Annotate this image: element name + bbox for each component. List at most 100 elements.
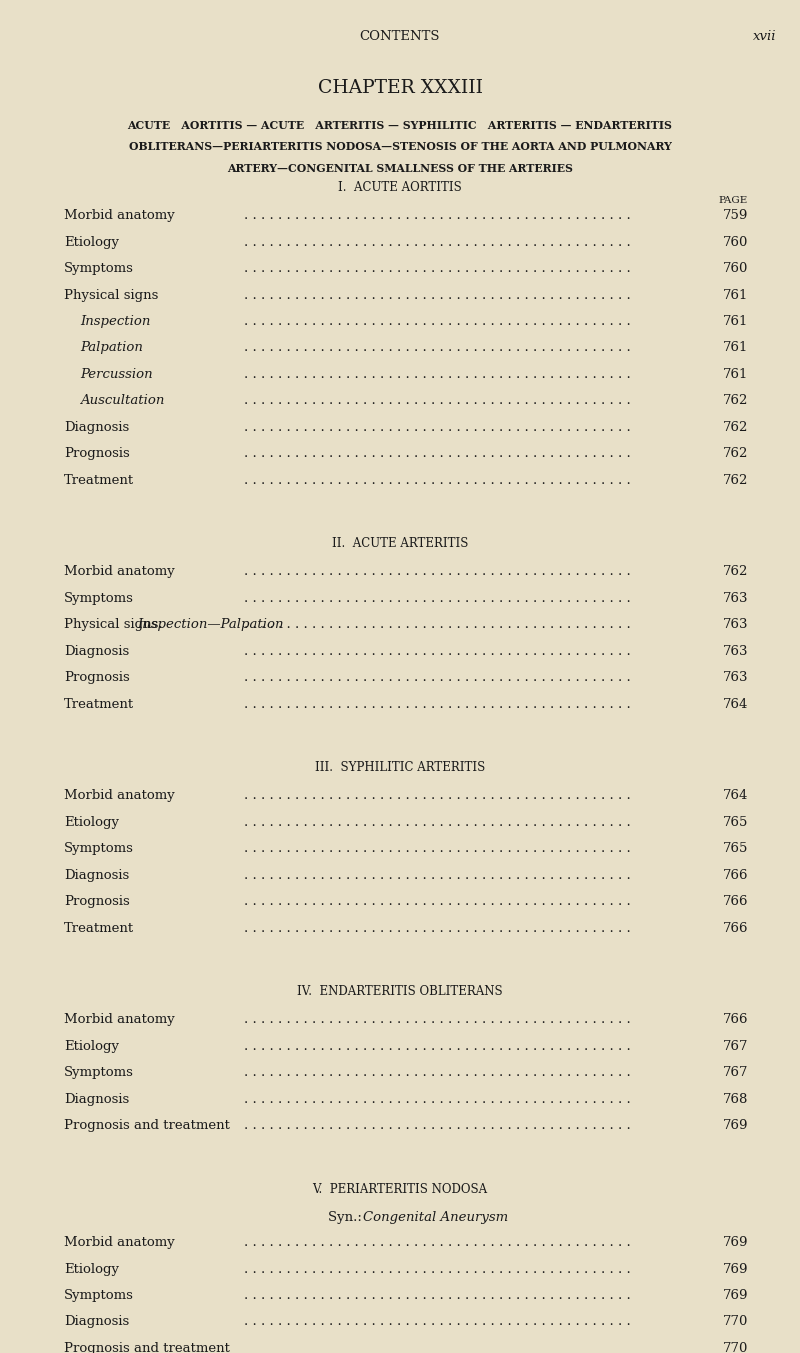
Text: 762: 762 bbox=[722, 446, 748, 460]
Text: . . . . . . . . . . . . . . . . . . . . . . . . . . . . . . . . . . . . . . . . : . . . . . . . . . . . . . . . . . . . . … bbox=[244, 421, 630, 434]
Text: Treatment: Treatment bbox=[64, 698, 134, 710]
Text: 761: 761 bbox=[722, 341, 748, 354]
Text: Percussion: Percussion bbox=[80, 368, 153, 382]
Text: Morbid anatomy: Morbid anatomy bbox=[64, 566, 174, 579]
Text: Treatment: Treatment bbox=[64, 474, 134, 487]
Text: . . . . . . . . . . . . . . . . . . . . . . . . . . . . . . . . . . . . . . . . : . . . . . . . . . . . . . . . . . . . . … bbox=[244, 1119, 630, 1132]
Text: 760: 760 bbox=[722, 262, 748, 275]
Text: Morbid anatomy: Morbid anatomy bbox=[64, 1013, 174, 1027]
Text: 767: 767 bbox=[722, 1066, 748, 1080]
Text: 765: 765 bbox=[722, 843, 748, 855]
Text: . . . . . . . . . . . . . . . . . . . . . . . . . . . . . . . . . . . . . . . . : . . . . . . . . . . . . . . . . . . . . … bbox=[244, 315, 630, 327]
Text: . . . . . . . . . . . . . . . . . . . . . . . . . . . . . . . . . . . . . . . . : . . . . . . . . . . . . . . . . . . . . … bbox=[244, 869, 630, 882]
Text: 762: 762 bbox=[722, 566, 748, 579]
Text: 764: 764 bbox=[722, 790, 748, 802]
Text: Symptoms: Symptoms bbox=[64, 1289, 134, 1302]
Text: . . . . . . . . . . . . . . . . . . . . . . . . . . . . . . . . . . . . . . . . : . . . . . . . . . . . . . . . . . . . . … bbox=[244, 446, 630, 460]
Text: 766: 766 bbox=[722, 921, 748, 935]
Text: . . . . . . . . . . . . . . . . . . . . . . . . . . . . . . . . . . . . . . . . : . . . . . . . . . . . . . . . . . . . . … bbox=[244, 1066, 630, 1080]
Text: . . . . . . . . . . . . . . . . . . . . . . . . . . . . . . . . . . . . . . . . : . . . . . . . . . . . . . . . . . . . . … bbox=[244, 671, 630, 685]
Text: V.  PERIARTERITIS NODOSA: V. PERIARTERITIS NODOSA bbox=[313, 1183, 487, 1196]
Text: I.  ACUTE AORTITIS: I. ACUTE AORTITIS bbox=[338, 181, 462, 195]
Text: 763: 763 bbox=[722, 618, 748, 632]
Text: 766: 766 bbox=[722, 869, 748, 882]
Text: 761: 761 bbox=[722, 315, 748, 327]
Text: 761: 761 bbox=[722, 368, 748, 382]
Text: 769: 769 bbox=[722, 1119, 748, 1132]
Text: . . . . . . . . . . . . . . . . . . . . . . . . . . . . . . . . . . . . . . . . : . . . . . . . . . . . . . . . . . . . . … bbox=[244, 341, 630, 354]
Text: OBLITERANS—PERIARTERITIS NODOSA—STENOSIS OF THE AORTA AND PULMONARY: OBLITERANS—PERIARTERITIS NODOSA—STENOSIS… bbox=[129, 142, 671, 153]
Text: Diagnosis: Diagnosis bbox=[64, 1315, 130, 1329]
Text: 770: 770 bbox=[722, 1315, 748, 1329]
Text: 764: 764 bbox=[722, 698, 748, 710]
Text: 763: 763 bbox=[722, 645, 748, 658]
Text: . . . . . . . . . . . . . . . . . . . . . . . . . . . . . . . . . . . . . . . . : . . . . . . . . . . . . . . . . . . . . … bbox=[244, 474, 630, 487]
Text: . . . . . . . . . . . . . . . . . . . . . . . . . . . . . . . . . . . . . . . . : . . . . . . . . . . . . . . . . . . . . … bbox=[244, 210, 630, 222]
Text: Symptoms: Symptoms bbox=[64, 843, 134, 855]
Text: . . . . . . . . . . . . . . . . . . . . . . . . . . . . . . . . . . . . . . . . : . . . . . . . . . . . . . . . . . . . . … bbox=[244, 591, 630, 605]
Text: Etiology: Etiology bbox=[64, 1262, 119, 1276]
Text: Morbid anatomy: Morbid anatomy bbox=[64, 790, 174, 802]
Text: Diagnosis: Diagnosis bbox=[64, 1093, 130, 1105]
Text: 769: 769 bbox=[722, 1237, 748, 1249]
Text: . . . . . . . . . . . . . . . . . . . . . . . . . . . . . . . . . . . . . . . . : . . . . . . . . . . . . . . . . . . . . … bbox=[244, 262, 630, 275]
Text: Inspection: Inspection bbox=[80, 315, 150, 327]
Text: 765: 765 bbox=[722, 816, 748, 829]
Text: 769: 769 bbox=[722, 1262, 748, 1276]
Text: Palpation: Palpation bbox=[80, 341, 143, 354]
Text: . . . . . . . . . . . . . . . . . . . . . . . . . . . . . . . . . . . . . . . . : . . . . . . . . . . . . . . . . . . . . … bbox=[244, 1262, 630, 1276]
Text: . . . . . . . . . . . . . . . . . . . . . . . . . . . . . . . . . . . . . . . . : . . . . . . . . . . . . . . . . . . . . … bbox=[244, 1040, 630, 1053]
Text: Treatment: Treatment bbox=[64, 921, 134, 935]
Text: . . . . . . . . . . . . . . . . . . . . . . . . . . . . . . . . . . . . . . . . : . . . . . . . . . . . . . . . . . . . . … bbox=[244, 566, 630, 579]
Text: Etiology: Etiology bbox=[64, 1040, 119, 1053]
Text: 766: 766 bbox=[722, 1013, 748, 1027]
Text: . . . . . . . . . . . . . . . . . . . . . . . . . . . . . . . . . . . . . . . . : . . . . . . . . . . . . . . . . . . . . … bbox=[244, 790, 630, 802]
Text: Morbid anatomy: Morbid anatomy bbox=[64, 210, 174, 222]
Text: 762: 762 bbox=[722, 394, 748, 407]
Text: . . . . . . . . . . . . . . . . . . . . . . . . . . . . . . . . . . . . . . . . : . . . . . . . . . . . . . . . . . . . . … bbox=[244, 645, 630, 658]
Text: II.  ACUTE ARTERITIS: II. ACUTE ARTERITIS bbox=[332, 537, 468, 551]
Text: IV.  ENDARTERITIS OBLITERANS: IV. ENDARTERITIS OBLITERANS bbox=[297, 985, 503, 999]
Text: . . . . . . . . . . . . . . . . . . . . . . . . . . . . . . . . . . . . . . . . : . . . . . . . . . . . . . . . . . . . . … bbox=[244, 1289, 630, 1302]
Text: Syn.:: Syn.: bbox=[328, 1211, 366, 1224]
Text: . . . . . . . . . . . . . . . . . . . . . . . . . . . . . . . . . . . . . . . . : . . . . . . . . . . . . . . . . . . . . … bbox=[244, 896, 630, 908]
Text: Prognosis: Prognosis bbox=[64, 671, 130, 685]
Text: Prognosis and treatment: Prognosis and treatment bbox=[64, 1119, 230, 1132]
Text: 763: 763 bbox=[722, 591, 748, 605]
Text: ARTERY—CONGENITAL SMALLNESS OF THE ARTERIES: ARTERY—CONGENITAL SMALLNESS OF THE ARTER… bbox=[227, 162, 573, 173]
Text: xvii: xvii bbox=[753, 30, 776, 42]
Text: Symptoms: Symptoms bbox=[64, 591, 134, 605]
Text: . . . . . . . . . . . . . . . . . . . . . . . . . . . . . . . . . . . . . . . . : . . . . . . . . . . . . . . . . . . . . … bbox=[244, 1237, 630, 1249]
Text: 769: 769 bbox=[722, 1289, 748, 1302]
Text: Congenital Aneurysm: Congenital Aneurysm bbox=[362, 1211, 508, 1224]
Text: III.  SYPHILITIC ARTERITIS: III. SYPHILITIC ARTERITIS bbox=[315, 762, 485, 774]
Text: 762: 762 bbox=[722, 421, 748, 434]
Text: . . . . . . . . . . . . . . . . . . . . . . . . . . . . . . . . . . . . . . . . : . . . . . . . . . . . . . . . . . . . . … bbox=[244, 1342, 630, 1353]
Text: Prognosis and treatment: Prognosis and treatment bbox=[64, 1342, 230, 1353]
Text: 761: 761 bbox=[722, 288, 748, 302]
Text: . . . . . . . . . . . . . . . . . . . . . . . . . . . . . . . . . . . . . . . . : . . . . . . . . . . . . . . . . . . . . … bbox=[244, 816, 630, 829]
Text: . . . . . . . . . . . . . . . . . . . . . . . . . . . . . . . . . . . . . . . . : . . . . . . . . . . . . . . . . . . . . … bbox=[244, 394, 630, 407]
Text: Morbid anatomy: Morbid anatomy bbox=[64, 1237, 174, 1249]
Text: ACUTE   AORTITIS — ACUTE   ARTERITIS — SYPHILITIC   ARTERITIS — ENDARTERITIS: ACUTE AORTITIS — ACUTE ARTERITIS — SYPHI… bbox=[127, 120, 673, 131]
Text: Diagnosis: Diagnosis bbox=[64, 421, 130, 434]
Text: Etiology: Etiology bbox=[64, 816, 119, 829]
Text: CHAPTER XXXIII: CHAPTER XXXIII bbox=[318, 78, 482, 97]
Text: 760: 760 bbox=[722, 235, 748, 249]
Text: . . . . . . . . . . . . . . . . . . . . . . . . . . . . . . . . . . . . . . . . : . . . . . . . . . . . . . . . . . . . . … bbox=[244, 368, 630, 382]
Text: Diagnosis: Diagnosis bbox=[64, 869, 130, 882]
Text: Auscultation: Auscultation bbox=[80, 394, 164, 407]
Text: Prognosis: Prognosis bbox=[64, 446, 130, 460]
Text: . . . . . . . . . . . . . . . . . . . . . . . . . . . . . . . . . . . . . . . . : . . . . . . . . . . . . . . . . . . . . … bbox=[244, 1315, 630, 1329]
Text: . . . . . . . . . . . . . . . . . . . . . . . . . . . . . . . . . . . . . . . . : . . . . . . . . . . . . . . . . . . . . … bbox=[244, 1093, 630, 1105]
Text: Physical signs.: Physical signs. bbox=[64, 618, 171, 632]
Text: Etiology: Etiology bbox=[64, 235, 119, 249]
Text: Symptoms: Symptoms bbox=[64, 1066, 134, 1080]
Text: Prognosis: Prognosis bbox=[64, 896, 130, 908]
Text: Symptoms: Symptoms bbox=[64, 262, 134, 275]
Text: Inspection—Palpation: Inspection—Palpation bbox=[138, 618, 284, 632]
Text: . . . . . . . . . . . . . . . . . . . . . . . . . . . . . . . . . . . . . . . . : . . . . . . . . . . . . . . . . . . . . … bbox=[244, 843, 630, 855]
Text: . . . . . . . . . . . . . . . . . . . . . . . . . . . . . . . . . . . . . . . . : . . . . . . . . . . . . . . . . . . . . … bbox=[244, 618, 630, 632]
Text: PAGE: PAGE bbox=[718, 196, 748, 204]
Text: 768: 768 bbox=[722, 1093, 748, 1105]
